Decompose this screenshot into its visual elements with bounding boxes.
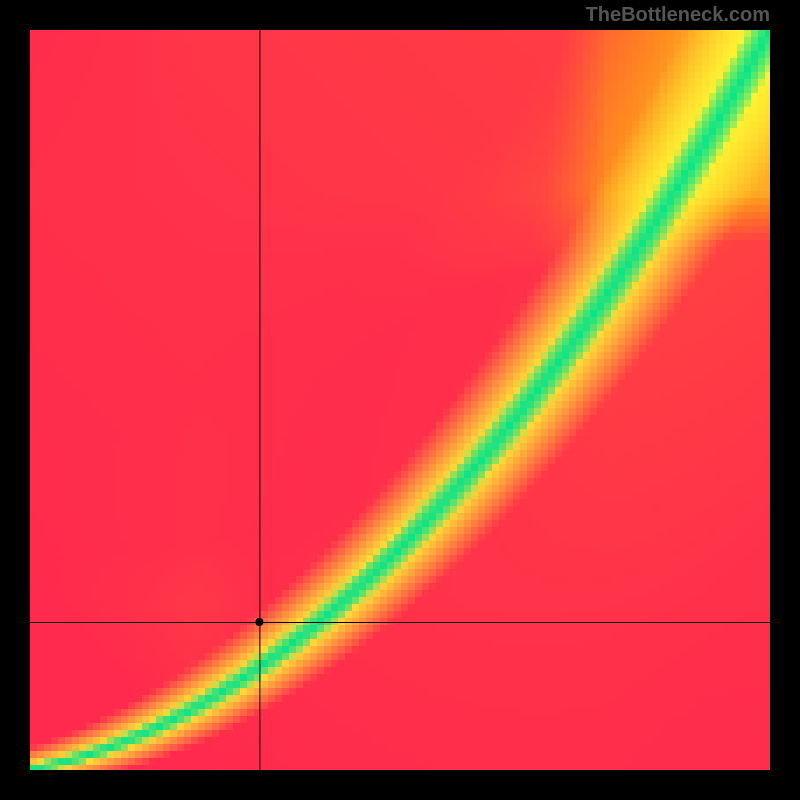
- chart-container: TheBottleneck.com: [0, 0, 800, 800]
- bottleneck-heatmap: [0, 0, 800, 800]
